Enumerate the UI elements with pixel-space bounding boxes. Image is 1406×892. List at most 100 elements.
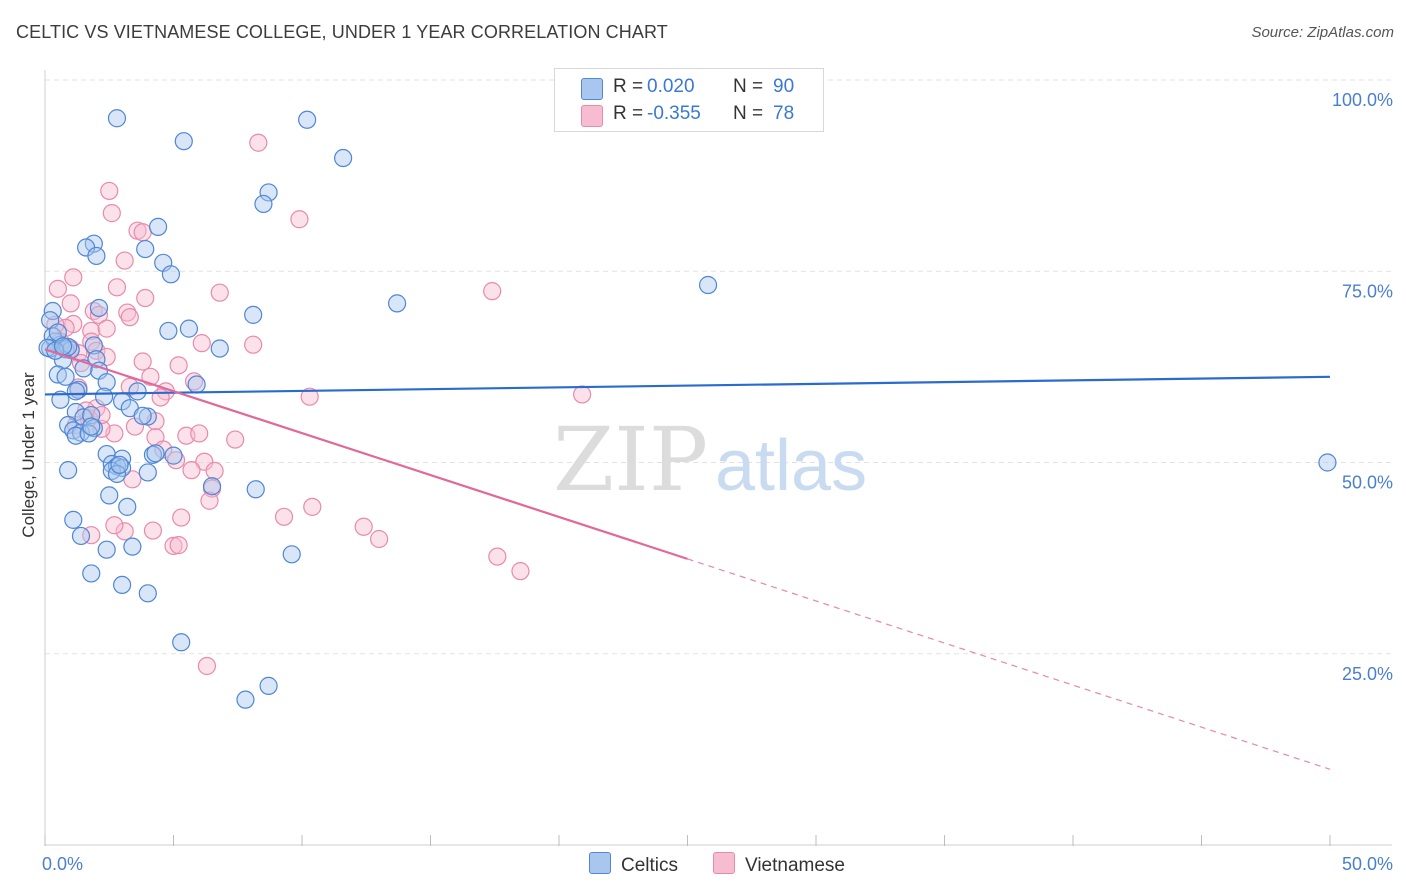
bottom-legend-vietnamese: Vietnamese [713, 852, 845, 877]
vietnamese-point [120, 308, 139, 327]
vietnamese-point [82, 526, 101, 545]
vietnamese-point [141, 367, 160, 386]
vietnamese-point [200, 491, 219, 510]
celtic-point [118, 497, 137, 516]
celtic-point [82, 564, 101, 583]
celtic-point [254, 194, 273, 214]
celtic-point [138, 584, 157, 603]
vietnamese-point [100, 181, 119, 201]
celtic-point [59, 461, 78, 480]
vietnamese-point [102, 204, 121, 223]
celtic-point [100, 486, 119, 505]
celtic-n-value: 90 [773, 76, 795, 97]
vietnamese-point [64, 268, 83, 287]
vietnamese-point [133, 352, 152, 371]
celtic-point [698, 275, 718, 295]
vietnamese-trend-line [44, 348, 688, 560]
vietnamese-point [115, 251, 134, 270]
bottom-celtic-label: Celtics [621, 855, 679, 876]
vietnamese-point [115, 522, 134, 541]
vietnamese-point [169, 536, 188, 555]
celtic-point [148, 217, 168, 236]
y-tick-label-100: 100.0% [1332, 90, 1393, 110]
vietnamese-point [195, 452, 214, 471]
celtic-point [87, 350, 106, 369]
axes: 0.0% 50.0% [42, 70, 1393, 874]
celtic-point [246, 480, 265, 499]
celtic-point [51, 390, 70, 409]
vietnamese-point [488, 547, 507, 566]
bottom-vietnamese-swatch [713, 852, 735, 874]
vietnamese-point [172, 508, 191, 527]
celtic-point [334, 148, 353, 168]
celtic-point [387, 294, 407, 313]
vietnamese-point [244, 335, 263, 354]
vietnamese-n-label: N = [733, 103, 764, 124]
celtic-swatch [581, 78, 603, 100]
celtic-point [87, 246, 106, 266]
vietnamese-point [133, 223, 152, 242]
vietnamese-point [61, 294, 80, 313]
watermark-zip: ZIP [553, 408, 708, 511]
trend-lines [44, 348, 1331, 770]
vietnamese-point [249, 133, 268, 152]
y-tick-label-50: 50.0% [1342, 473, 1393, 493]
watermark: ZIP atlas [553, 408, 867, 511]
vietnamese-r-label: R = [613, 103, 644, 124]
source-label: Source: ZipAtlas.com [1251, 24, 1394, 41]
vietnamese-point [82, 321, 101, 341]
vietnamese-point [164, 536, 183, 555]
celtic-point [146, 444, 165, 463]
celtic-point [244, 305, 263, 324]
celtic-point [187, 375, 206, 394]
celtic-point [112, 575, 132, 595]
celtic-point [128, 382, 147, 401]
x-tick-label-50: 50.0% [1342, 854, 1393, 874]
celtic-trend-line [44, 375, 1331, 396]
vietnamese-point [370, 529, 389, 549]
celtic-point [298, 110, 317, 129]
y-tick-label-75: 75.0% [1342, 281, 1393, 301]
celtic-point [84, 336, 103, 355]
celtic-point [161, 265, 181, 284]
vietnamese-point [169, 356, 188, 375]
vietnamese-n-value: 78 [773, 103, 795, 124]
vietnamese-point [573, 385, 592, 404]
celtic-point [97, 373, 116, 392]
y-tick-label-25: 25.0% [1342, 664, 1393, 684]
celtic-point [259, 183, 278, 202]
correlation-legend: R = 0.020 N = 90 R = -0.355 N = 78 [554, 68, 824, 132]
y-axis-label: College, Under 1 year [19, 372, 38, 538]
celtic-point [164, 446, 183, 465]
vietnamese-swatch [581, 105, 603, 127]
vietnamese-point [511, 562, 530, 581]
celtic-r-label: R = [613, 76, 644, 97]
bottom-vietnamese-label: Vietnamese [745, 855, 845, 876]
watermark-atlas: atlas [715, 426, 867, 506]
vietnamese-r-value: -0.355 [647, 103, 701, 124]
celtic-point [202, 477, 222, 496]
vietnamese-point [105, 516, 124, 535]
celtic-n-label: N = [733, 76, 764, 97]
vietnamese-point [274, 507, 294, 526]
celtic-point [64, 510, 83, 529]
vietnamese-point [205, 461, 224, 481]
celtic-point [56, 367, 75, 386]
celtic-point [71, 526, 91, 546]
grid-lines: 100.0% 75.0% 50.0% 25.0% [45, 79, 1393, 684]
celtic-point [174, 132, 193, 151]
celtic-point [71, 423, 91, 442]
bottom-legend-celtics: Celtics [589, 852, 678, 877]
bottom-celtic-swatch [589, 852, 611, 874]
vietnamese-point [182, 461, 201, 480]
celtic-point [110, 455, 129, 474]
vietnamese-point [226, 430, 245, 449]
celtic-point [1318, 453, 1337, 472]
celtic-point [123, 537, 142, 556]
celtic-point [210, 339, 229, 358]
vietnamese-point [192, 334, 211, 353]
vietnamese-point [197, 656, 217, 676]
celtic-point [159, 321, 178, 341]
vietnamese-point [290, 210, 309, 229]
vietnamese-point [97, 319, 116, 338]
